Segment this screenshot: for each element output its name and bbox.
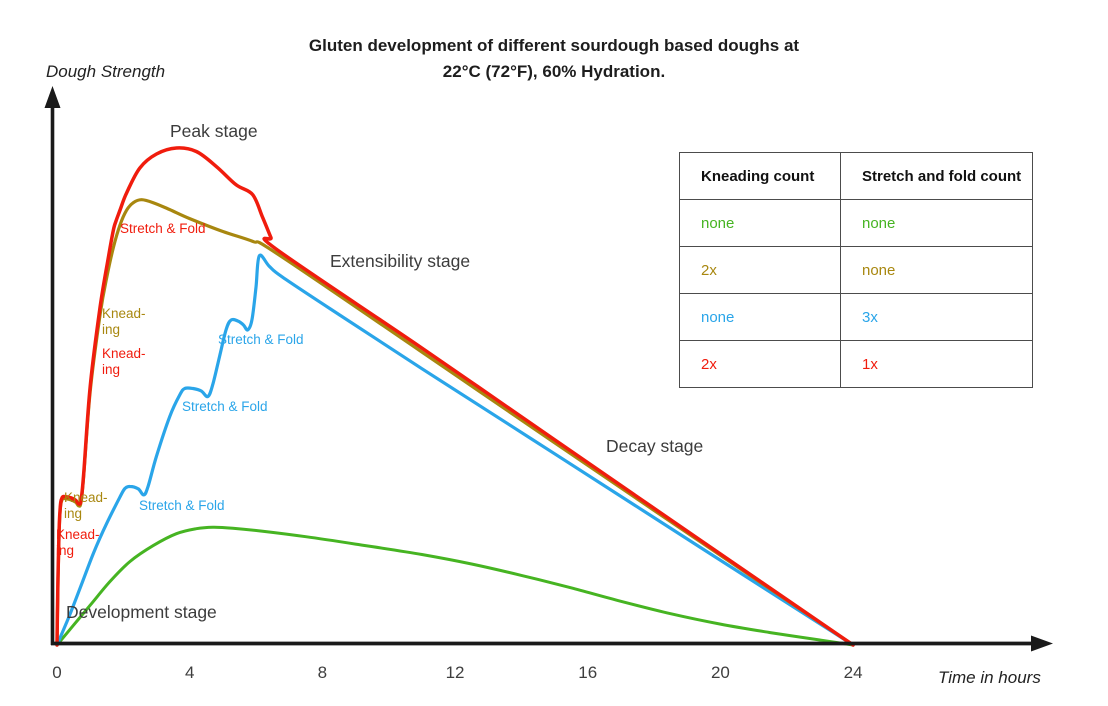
- curve-label-blue-stretch-fold-3: Stretch & Fold: [218, 332, 304, 347]
- curve-labels-group: Stretch & Fold Knead-ing Knead-ing Stretch …: [56, 221, 304, 558]
- stage-label-extensibility-stage: Extensibility stage: [330, 251, 470, 271]
- curve-label-red-stretch-fold: Stretch & Fold: [120, 221, 206, 236]
- curve-red: [55, 146, 855, 647]
- x-tick-8: 8: [318, 663, 327, 682]
- curve-label-red-kneading-2: Knead-ing: [102, 346, 146, 377]
- stage-labels-group: Peak stage Extensibility stage Decay stage…: [66, 121, 703, 622]
- curve-label-red-kneading-1: Knead-ing: [56, 527, 100, 558]
- curve-label-blue-stretch-fold-1: Stretch & Fold: [139, 498, 225, 513]
- x-tick-12: 12: [446, 663, 465, 682]
- x-axis-label: Time in hours: [938, 668, 1041, 687]
- curve-green: [55, 525, 855, 647]
- x-tick-0: 0: [52, 663, 61, 682]
- legend-cell-stretch-fold-row2: none: [840, 246, 1033, 294]
- x-tick-24: 24: [844, 663, 863, 682]
- x-tick-labels: 0 4 8 12 16 20 24: [52, 663, 862, 682]
- chart-title: Gluten development of different sourdoug…: [20, 33, 1088, 85]
- legend-row-3: none 3x: [679, 293, 1033, 341]
- stage-label-development-stage: Development stage: [66, 602, 217, 622]
- legend-header-kneading: Kneading count: [679, 152, 841, 200]
- legend-table: Kneading count Stretch and fold count non…: [679, 152, 1033, 388]
- legend-cell-kneading-row3: none: [679, 293, 841, 341]
- y-axis-label: Dough Strength: [46, 62, 166, 81]
- curve-blue: [55, 253, 855, 647]
- x-tick-20: 20: [711, 663, 730, 682]
- legend-cell-kneading-row2: 2x: [679, 246, 841, 294]
- stage-label-peak-stage: Peak stage: [170, 121, 258, 141]
- legend-cell-stretch-fold-row1: none: [840, 199, 1033, 247]
- curve-label-olive-kneading-1: Knead-ing: [64, 490, 108, 521]
- curve-label-olive-kneading-2: Knead-ing: [102, 306, 146, 337]
- stage-label-decay-stage: Decay stage: [606, 436, 703, 456]
- legend-cell-kneading-row4: 2x: [679, 340, 841, 388]
- legend-header-row: Kneading count Stretch and fold count: [679, 152, 1033, 200]
- y-axis-arrow-icon: [44, 86, 61, 108]
- curve-olive: [55, 198, 855, 647]
- x-axis-arrow-icon: [1031, 635, 1053, 652]
- curve-label-blue-stretch-fold-2: Stretch & Fold: [182, 399, 268, 414]
- chart-title-line1: Gluten development of different sourdoug…: [308, 36, 800, 55]
- curves-group: [55, 146, 855, 647]
- chart-title-line2: 22°C (72°F), 60% Hydration.: [442, 62, 666, 81]
- legend-header-stretch-fold: Stretch and fold count: [840, 152, 1033, 200]
- legend-cell-stretch-fold-row4: 1x: [840, 340, 1033, 388]
- legend-cell-kneading-row1: none: [679, 199, 841, 247]
- legend-row-2: 2x none: [679, 246, 1033, 294]
- legend-cell-stretch-fold-row3: 3x: [840, 293, 1033, 341]
- legend-row-4: 2x 1x: [679, 340, 1033, 388]
- x-tick-4: 4: [185, 663, 194, 682]
- x-tick-16: 16: [578, 663, 597, 682]
- legend-row-1: none none: [679, 199, 1033, 247]
